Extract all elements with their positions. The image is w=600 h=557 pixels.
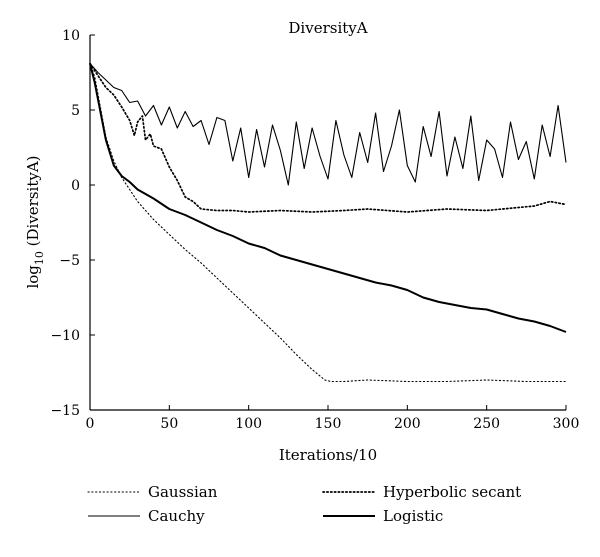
series-line-hyperbolic-secant <box>89 62 567 213</box>
y-axis-label: log10 (DiversityA) <box>24 155 46 288</box>
y-tick-label: 10 <box>62 28 80 44</box>
x-tick-label: 50 <box>160 416 178 432</box>
x-tick-label: 300 <box>553 416 580 432</box>
y-ticks: −15 −10 −5 0 5 10 <box>50 28 95 419</box>
series-line-logistic <box>89 63 567 333</box>
y-tick-label: −5 <box>59 253 80 269</box>
x-tick-label: 0 <box>86 416 95 432</box>
x-tick-label: 250 <box>473 416 500 432</box>
y-tick-label: 0 <box>71 178 80 194</box>
x-tick-label: 150 <box>315 416 342 432</box>
legend-label: Gaussian <box>148 483 218 501</box>
y-axis-label-prefix: log <box>24 265 42 289</box>
legend: Gaussian Hyperbolic secant Cauchy Logistic <box>87 483 521 525</box>
legend-label: Cauchy <box>148 507 205 525</box>
x-ticks: 0 50 100 150 200 250 300 <box>86 405 580 432</box>
x-tick-label: 200 <box>394 416 421 432</box>
y-tick-label: −10 <box>50 328 80 344</box>
series-line-gaussian <box>89 62 567 383</box>
y-axis-label-suffix: (DiversityA) <box>24 155 42 251</box>
y-axis-label-sub: 10 <box>33 251 46 265</box>
series-line-cauchy <box>89 63 567 186</box>
chart-title: DiversityA <box>288 19 367 37</box>
legend-label: Logistic <box>383 507 443 525</box>
axes <box>89 35 566 411</box>
y-tick-label: 5 <box>71 103 80 119</box>
legend-label: Hyperbolic secant <box>383 483 521 501</box>
x-tick-label: 100 <box>235 416 262 432</box>
y-tick-label: −15 <box>50 403 80 419</box>
plot-series <box>89 62 567 383</box>
x-axis-label: Iterations/10 <box>279 446 377 464</box>
